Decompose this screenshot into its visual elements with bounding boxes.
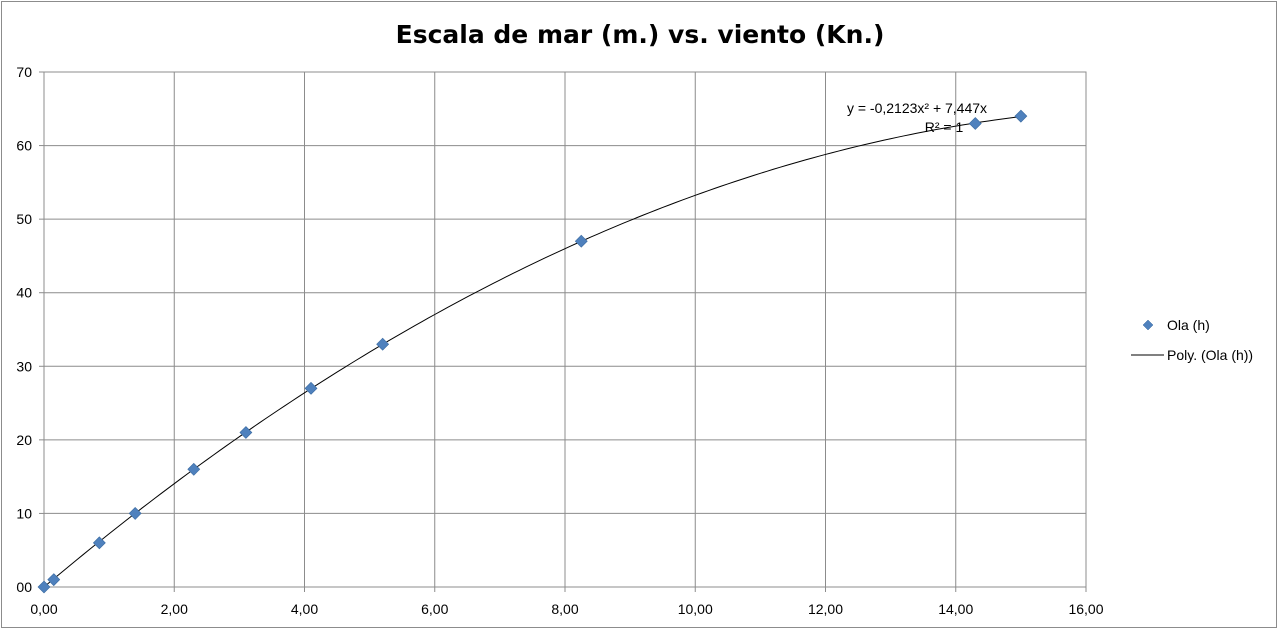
x-tick-label: 6,00: [421, 601, 448, 617]
y-tick-label: 70: [16, 64, 32, 80]
chart-title: Escala de mar (m.) vs. viento (Kn.): [396, 20, 885, 49]
y-tick-label: 10: [16, 505, 32, 521]
axes: [39, 71, 1087, 592]
legend-label-ola: Ola (h): [1167, 317, 1210, 333]
x-tick-label: 16,00: [1068, 601, 1103, 617]
y-tick-labels: 00 10 20 30 40 50 60 70: [16, 64, 32, 595]
y-tick-label: 40: [16, 285, 32, 301]
x-tick-label: 12,00: [808, 601, 843, 617]
trendline-r2: R² = 1: [925, 119, 964, 135]
x-tick-label: 0,00: [30, 601, 57, 617]
trendline: [43, 116, 1021, 588]
trendline-equation: y = -0,2123x² + 7,447x: [847, 100, 987, 116]
y-tick-label: 00: [16, 579, 32, 595]
legend: Ola (h) Poly. (Ola (h)): [1131, 317, 1253, 363]
x-tick-labels: 0,00 2,00 4,00 6,00 8,00 10,00 12,00 14,00 16,00: [30, 601, 1103, 617]
data-points: [37, 109, 1028, 594]
x-tick-label: 14,00: [938, 601, 973, 617]
y-tick-label: 20: [16, 432, 32, 448]
data-point: [1014, 109, 1028, 123]
x-tick-label: 10,00: [678, 601, 713, 617]
y-tick-label: 30: [16, 358, 32, 374]
x-tick-label: 2,00: [161, 601, 188, 617]
plot-area-border: [43, 71, 1087, 588]
data-point: [37, 580, 51, 594]
data-point: [376, 337, 390, 351]
data-point: [92, 536, 106, 550]
legend-label-trend: Poly. (Ola (h)): [1167, 347, 1253, 363]
x-tick-label: 4,00: [291, 601, 318, 617]
data-point: [968, 117, 982, 130]
data-point: [187, 462, 201, 476]
data-point: [47, 573, 61, 587]
data-point: [574, 234, 588, 248]
y-tick-label: 60: [16, 138, 32, 154]
data-point: [304, 381, 318, 395]
y-tick-label: 50: [16, 211, 32, 227]
grid: [43, 71, 1087, 588]
data-point: [239, 426, 253, 439]
legend-marker-ola: [1142, 319, 1154, 331]
x-tick-label: 8,00: [551, 601, 578, 617]
data-point: [128, 507, 142, 520]
